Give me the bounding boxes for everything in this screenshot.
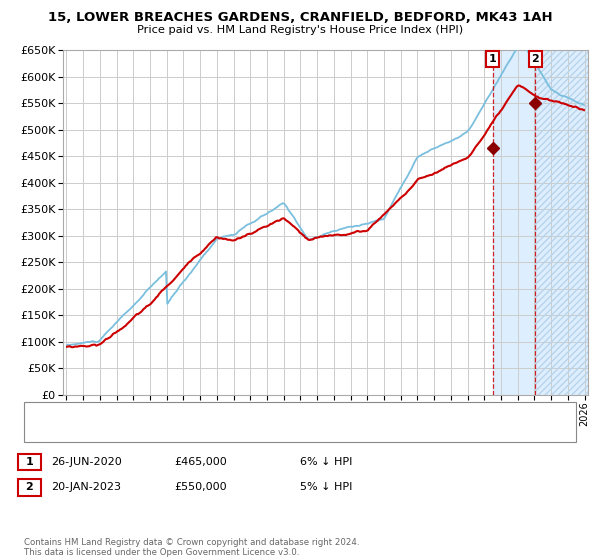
Text: £465,000: £465,000 — [174, 457, 227, 467]
Bar — [535, 50, 593, 395]
Text: 26-JUN-2020: 26-JUN-2020 — [51, 457, 122, 467]
Text: 6% ↓ HPI: 6% ↓ HPI — [300, 457, 352, 467]
Text: £550,000: £550,000 — [174, 482, 227, 492]
Text: 1: 1 — [26, 457, 33, 467]
Text: 15, LOWER BREACHES GARDENS, CRANFIELD, BEDFORD, MK43 1AH (detached house): 15, LOWER BREACHES GARDENS, CRANFIELD, B… — [75, 403, 523, 413]
Text: Contains HM Land Registry data © Crown copyright and database right 2024.
This d: Contains HM Land Registry data © Crown c… — [24, 538, 359, 557]
Text: 2: 2 — [532, 54, 539, 64]
Text: 20-JAN-2023: 20-JAN-2023 — [51, 482, 121, 492]
Text: HPI: Average price, detached house, Central Bedfordshire: HPI: Average price, detached house, Cent… — [75, 423, 376, 433]
Text: Price paid vs. HM Land Registry's House Price Index (HPI): Price paid vs. HM Land Registry's House … — [137, 25, 463, 35]
Text: 2: 2 — [26, 482, 33, 492]
Text: 15, LOWER BREACHES GARDENS, CRANFIELD, BEDFORD, MK43 1AH: 15, LOWER BREACHES GARDENS, CRANFIELD, B… — [47, 11, 553, 24]
Text: 5% ↓ HPI: 5% ↓ HPI — [300, 482, 352, 492]
Text: 1: 1 — [488, 54, 496, 64]
Bar — [493, 50, 593, 395]
